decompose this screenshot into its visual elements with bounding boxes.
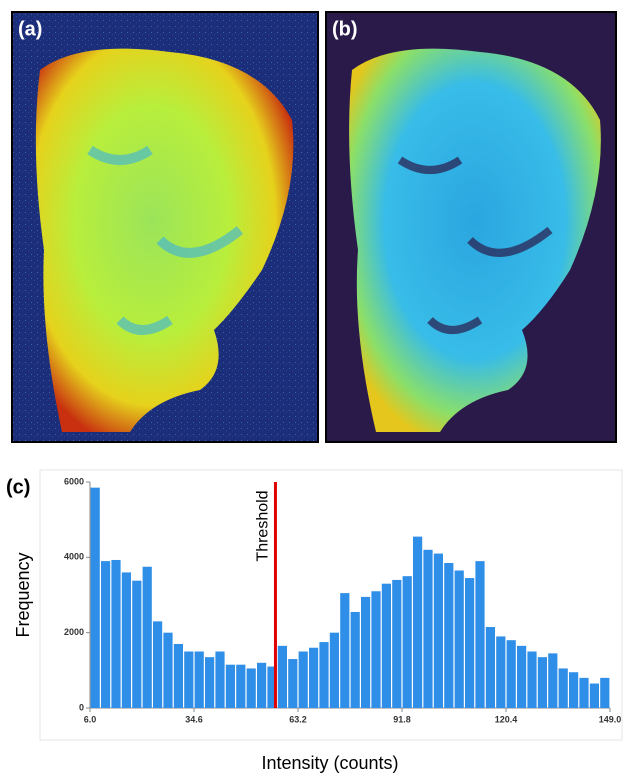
bar <box>465 578 474 708</box>
y-tick-label: 6000 <box>64 476 84 486</box>
bar <box>132 581 141 708</box>
bar <box>340 593 349 708</box>
y-tick-label: 0 <box>79 702 84 712</box>
bar <box>403 576 412 708</box>
bar <box>371 591 380 708</box>
bar <box>423 550 432 708</box>
bar <box>288 659 297 708</box>
bar <box>455 571 464 708</box>
bar <box>600 678 609 708</box>
panel-b: (b) <box>326 12 616 442</box>
bar <box>163 633 172 708</box>
bar <box>174 644 183 708</box>
figure: (a) (b) (c) 0 2000 4000 6000 6.0 34.6 63.2 91.8… <box>0 0 624 776</box>
bar <box>91 488 100 708</box>
x-tick-label: 149.0 <box>599 714 622 724</box>
bar <box>122 572 131 708</box>
bar <box>475 561 484 708</box>
bar <box>579 678 588 708</box>
bar <box>330 633 339 708</box>
x-axis-title: Intensity (counts) <box>261 753 398 773</box>
bar <box>413 537 422 708</box>
bar <box>299 652 308 709</box>
bar <box>517 646 526 708</box>
bar <box>257 663 266 708</box>
bar <box>226 665 235 708</box>
bar <box>101 561 110 708</box>
bar <box>111 560 120 708</box>
bar <box>215 652 224 709</box>
bar <box>507 640 516 708</box>
bar <box>590 684 599 708</box>
bar <box>309 648 318 708</box>
threshold-label: Threshold <box>255 490 272 561</box>
bar <box>434 554 443 708</box>
bar <box>392 580 401 708</box>
bar <box>153 621 162 708</box>
bar <box>538 657 547 708</box>
bar <box>184 652 193 709</box>
bar <box>527 652 536 709</box>
bar <box>382 584 391 708</box>
bar <box>278 646 287 708</box>
bar <box>143 567 152 708</box>
bar <box>444 563 453 708</box>
panel-label: (a) <box>18 18 42 40</box>
bar <box>496 636 505 708</box>
x-tick-label: 63.2 <box>289 714 307 724</box>
bar <box>236 665 245 708</box>
bar <box>569 672 578 708</box>
bar <box>195 652 204 709</box>
x-tick-label: 34.6 <box>185 714 203 724</box>
bar <box>247 668 256 708</box>
bar <box>486 627 495 708</box>
bar <box>205 657 214 708</box>
x-tick-label: 91.8 <box>393 714 411 724</box>
y-axis-title: Frequency <box>13 552 33 637</box>
bar <box>361 597 370 708</box>
y-tick-label: 2000 <box>64 627 84 637</box>
x-tick-label: 6.0 <box>84 714 97 724</box>
y-tick-label: 4000 <box>64 552 84 562</box>
panel-a: (a) <box>12 12 318 442</box>
panel-label: (b) <box>332 18 358 40</box>
panel-label: (c) <box>6 476 30 498</box>
bar <box>351 612 360 708</box>
bar <box>548 653 557 708</box>
bar <box>319 642 328 708</box>
bar <box>559 668 568 708</box>
x-tick-label: 120.4 <box>495 714 518 724</box>
